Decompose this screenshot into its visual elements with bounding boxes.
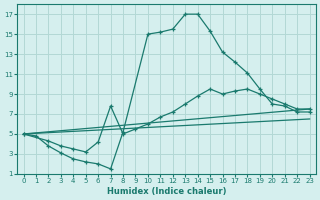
X-axis label: Humidex (Indice chaleur): Humidex (Indice chaleur): [107, 187, 226, 196]
